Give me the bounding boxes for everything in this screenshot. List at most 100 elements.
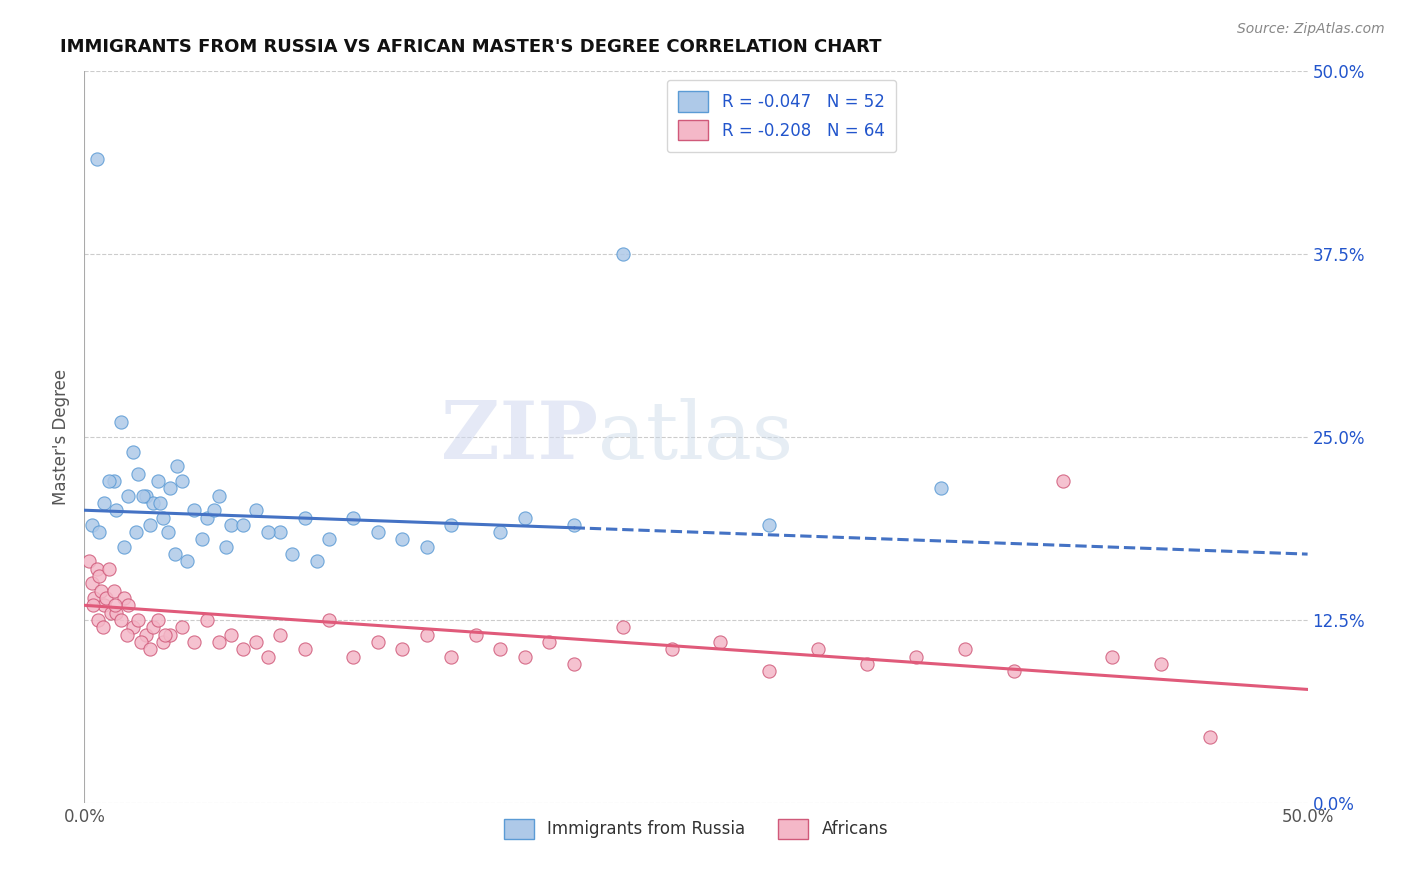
Point [172,620,194,634]
Point [195,613,218,627]
Point [112,540,135,554]
Point [342,510,364,524]
Point [232,517,254,532]
Point [294,510,316,524]
Point [219,627,242,641]
Point [83,591,105,605]
Point [281,547,304,561]
Point [1198,730,1220,744]
Point [110,613,132,627]
Point [183,635,205,649]
Point [1150,657,1173,671]
Point [856,657,879,671]
Point [77,554,100,568]
Point [135,489,157,503]
Point [391,533,413,547]
Point [245,635,267,649]
Point [100,606,122,620]
Point [367,525,389,540]
Point [219,517,242,532]
Point [125,525,148,540]
Point [294,642,316,657]
Point [612,247,634,261]
Point [122,444,145,458]
Point [146,474,169,488]
Point [269,627,291,641]
Text: atlas: atlas [598,398,793,476]
Text: Source: ZipAtlas.com: Source: ZipAtlas.com [1237,22,1385,37]
Point [135,627,157,641]
Text: ZIP: ZIP [441,398,598,476]
Point [257,525,280,540]
Point [93,496,115,510]
Point [562,657,585,671]
Point [953,642,976,657]
Point [93,599,115,613]
Point [105,503,128,517]
Point [86,152,108,166]
Point [132,489,155,503]
Point [661,642,683,657]
Point [538,635,561,649]
Point [142,620,165,634]
Point [202,503,225,517]
Text: IMMIGRANTS FROM RUSSIA VS AFRICAN MASTER'S DEGREE CORRELATION CHART: IMMIGRANTS FROM RUSSIA VS AFRICAN MASTER… [60,38,882,56]
Point [127,467,149,481]
Point [172,474,194,488]
Point [195,510,218,524]
Point [709,635,731,649]
Point [305,554,328,568]
Point [87,569,110,583]
Point [318,613,340,627]
Point [176,554,198,568]
Point [342,649,364,664]
Point [156,525,179,540]
Point [257,649,280,664]
Legend: Immigrants from Russia, Africans: Immigrants from Russia, Africans [496,812,896,846]
Point [86,562,108,576]
Point [416,540,439,554]
Point [105,606,128,620]
Point [929,481,952,495]
Point [166,459,188,474]
Point [117,599,139,613]
Point [97,474,120,488]
Point [122,620,145,634]
Point [152,635,174,649]
Point [146,613,169,627]
Point [129,635,152,649]
Point [513,510,536,524]
Point [269,525,291,540]
Point [112,591,135,605]
Point [208,489,231,503]
Point [245,503,267,517]
Point [82,599,104,613]
Point [97,562,120,576]
Point [440,517,463,532]
Point [117,489,139,503]
Point [159,627,181,641]
Point [153,627,176,641]
Point [103,474,125,488]
Point [163,547,186,561]
Point [96,591,118,605]
Point [90,583,112,598]
Point [440,649,463,664]
Point [115,627,138,641]
Point [191,533,214,547]
Point [367,635,389,649]
Point [110,416,132,430]
Point [318,533,340,547]
Point [416,627,439,641]
Point [513,649,536,664]
Point [464,627,486,641]
Point [91,620,114,634]
Point [562,517,585,532]
Point [1002,664,1025,678]
Point [807,642,830,657]
Point [139,642,162,657]
Point [127,613,149,627]
Point [612,620,634,634]
Point [489,525,512,540]
Point [183,503,205,517]
